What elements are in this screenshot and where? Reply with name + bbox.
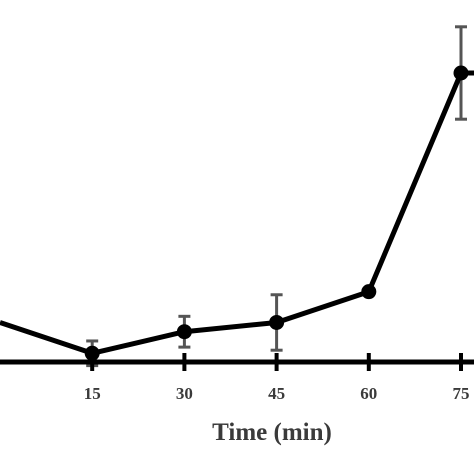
x-tick-label-15: 15 [84,384,101,403]
data-markers [84,65,469,361]
x-tick-label-30: 30 [176,384,193,403]
data-point-60 [361,284,377,300]
x-axis-title: Time (min) [212,419,332,446]
x-axis-ticks: 15 30 45 60 75 [84,353,470,403]
series-line [0,70,474,356]
data-point-45 [269,314,285,330]
data-point-15 [84,345,100,361]
data-point-75 [453,65,469,81]
x-tick-label-75: 75 [453,384,470,403]
x-tick-label-45: 45 [268,384,285,403]
x-tick-label-60: 60 [360,384,377,403]
data-point-30 [176,324,192,340]
